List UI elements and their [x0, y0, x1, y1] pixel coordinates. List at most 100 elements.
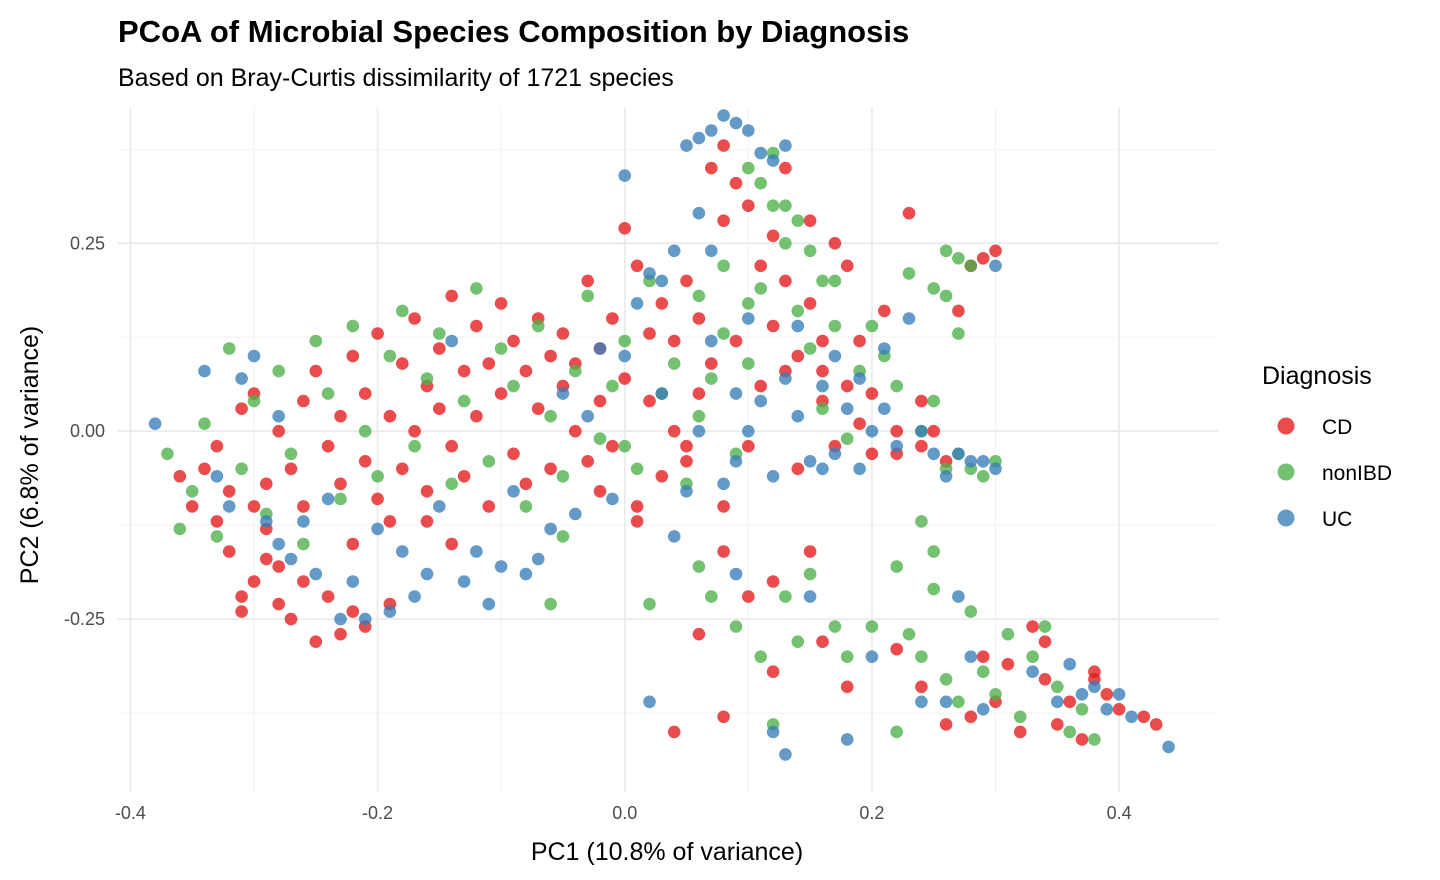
- data-point: [779, 139, 792, 152]
- data-point: [1112, 688, 1126, 701]
- data-point: [272, 597, 286, 611]
- data-point: [816, 379, 829, 393]
- data-point: [272, 537, 286, 551]
- data-point: [284, 462, 298, 476]
- data-point: [260, 515, 273, 528]
- data-point: [531, 319, 545, 333]
- data-point: [544, 597, 557, 611]
- data-point: [791, 635, 805, 648]
- data-point: [927, 447, 940, 461]
- data-point: [445, 334, 459, 348]
- data-point: [1075, 733, 1089, 746]
- data-point: [457, 394, 471, 408]
- data-point: [297, 537, 310, 551]
- data-point: [964, 259, 978, 273]
- data-point: [667, 244, 681, 258]
- data-point: [952, 251, 965, 265]
- data-point: [766, 199, 780, 212]
- data-point: [803, 214, 817, 227]
- data-point: [729, 567, 743, 581]
- data-point: [791, 349, 805, 363]
- data-point: [865, 387, 879, 400]
- data-point: [321, 492, 335, 506]
- data-point: [791, 409, 805, 423]
- data-point: [1100, 703, 1114, 716]
- legend-items: CD nonIBD UC: [1277, 416, 1392, 531]
- data-point: [915, 394, 928, 408]
- data-point: [346, 575, 360, 588]
- data-point: [346, 537, 360, 551]
- data-point: [915, 424, 928, 438]
- data-point: [840, 402, 854, 416]
- data-point: [1112, 703, 1126, 716]
- data-point: [445, 289, 459, 303]
- data-point: [717, 327, 730, 340]
- data-point: [494, 387, 508, 400]
- data-point: [569, 364, 582, 378]
- data-point: [927, 424, 940, 438]
- data-point: [630, 500, 644, 513]
- data-point: [754, 650, 767, 663]
- data-point: [309, 364, 323, 378]
- data-point: [482, 357, 496, 370]
- data-point: [383, 605, 397, 618]
- data-point: [754, 394, 767, 408]
- data-point: [581, 274, 594, 288]
- data-point: [890, 725, 903, 739]
- data-point: [371, 492, 384, 506]
- data-point: [235, 590, 248, 603]
- data-point: [470, 282, 483, 295]
- data-point: [692, 627, 706, 641]
- data-point: [1100, 688, 1114, 701]
- data-point: [680, 485, 693, 498]
- data-point: [729, 334, 743, 348]
- data-point: [729, 620, 743, 633]
- data-point: [927, 394, 940, 408]
- data-point: [865, 424, 879, 438]
- data-point: [717, 139, 730, 152]
- data-point: [1026, 665, 1039, 678]
- data-point: [927, 282, 940, 295]
- data-point: [593, 485, 607, 498]
- data-point: [383, 409, 397, 423]
- data-point: [779, 237, 792, 250]
- data-point: [692, 312, 706, 325]
- data-point: [655, 470, 669, 483]
- data-point: [803, 342, 817, 355]
- data-point: [692, 424, 706, 438]
- series-uc: [148, 109, 1175, 761]
- data-point: [655, 297, 669, 310]
- data-point: [544, 462, 557, 476]
- data-point: [705, 357, 718, 370]
- data-point: [222, 485, 236, 498]
- data-point: [396, 357, 409, 370]
- data-point: [902, 206, 916, 220]
- data-point: [779, 199, 792, 212]
- data-point: [964, 650, 978, 663]
- data-point: [803, 455, 817, 468]
- data-point: [840, 259, 854, 273]
- data-point: [705, 372, 718, 385]
- data-point: [334, 627, 347, 641]
- chart-subtitle: Based on Bray-Curtis dissimilarity of 17…: [118, 64, 674, 92]
- data-point: [865, 447, 879, 461]
- data-point: [828, 620, 842, 633]
- data-point: [519, 477, 533, 491]
- data-point: [321, 439, 335, 453]
- data-point: [717, 214, 730, 227]
- data-point: [346, 349, 360, 363]
- data-point: [915, 515, 928, 528]
- data-point: [173, 522, 187, 536]
- data-point: [1001, 657, 1015, 671]
- data-point: [865, 319, 879, 333]
- legend-label-uc: UC: [1322, 508, 1352, 531]
- data-point: [952, 304, 965, 318]
- data-point: [606, 492, 619, 506]
- y-axis-ticks: -0.25 0.00 0.25: [64, 233, 105, 629]
- data-point: [1075, 688, 1089, 701]
- data-point: [742, 297, 755, 310]
- data-point: [581, 455, 594, 468]
- data-point: [828, 349, 842, 363]
- data-point: [1088, 680, 1101, 694]
